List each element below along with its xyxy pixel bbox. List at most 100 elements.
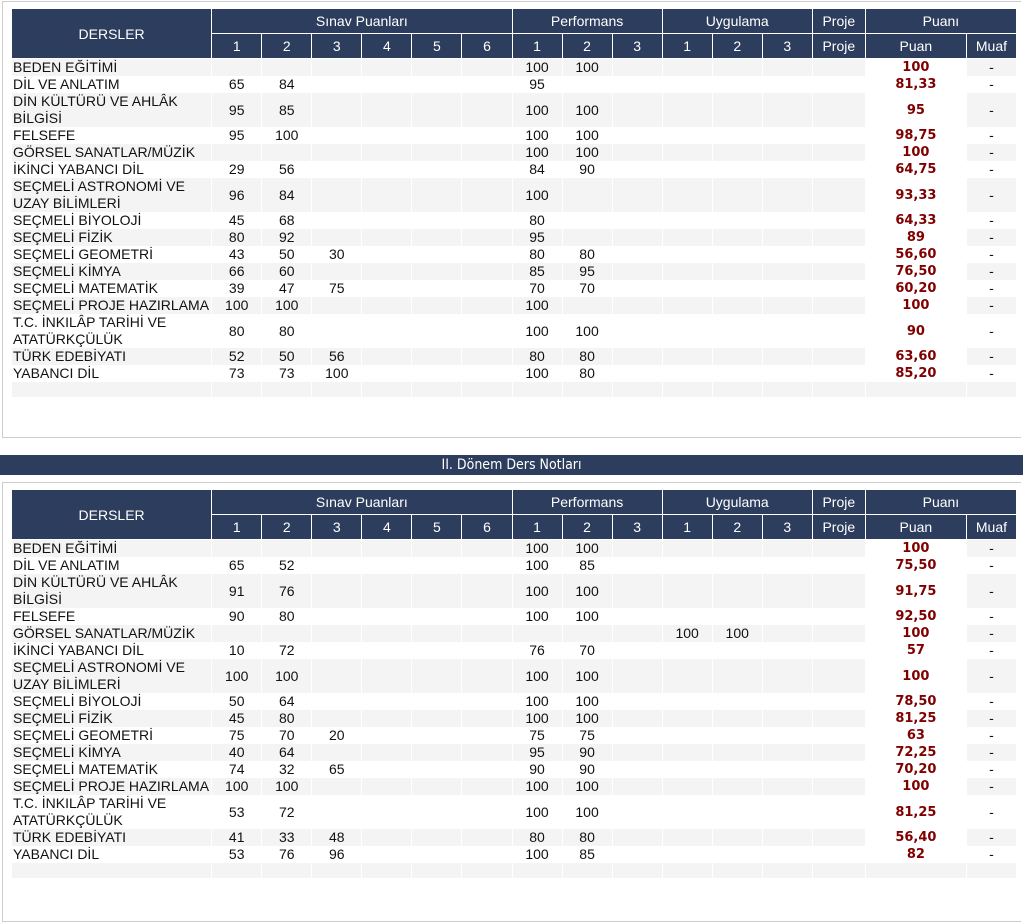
puan-cell: 89 <box>864 229 967 246</box>
score-cell: 70 <box>261 727 313 744</box>
score-cell: 84 <box>261 178 313 212</box>
score-cell: 80 <box>261 314 313 348</box>
score-cell: 84 <box>261 76 313 93</box>
score-cell <box>311 58 363 76</box>
muaf-cell: - <box>965 659 1018 693</box>
puan-cell: 78,50 <box>864 693 967 710</box>
score-cell: 75 <box>561 727 613 744</box>
score-cell: 100 <box>561 58 613 76</box>
score-cell <box>661 539 713 557</box>
empty-cell <box>511 863 563 878</box>
score-cell <box>611 659 663 693</box>
score-cell <box>811 127 866 144</box>
score-cell: 29 <box>211 161 263 178</box>
score-cell <box>611 314 663 348</box>
table-row: SEÇMELİ KİMYA 40 64 95 90 72,25- <box>10 744 1018 761</box>
score-cell <box>461 642 513 659</box>
score-cell <box>411 625 463 642</box>
score-cell <box>411 744 463 761</box>
course-name: FELSEFE <box>10 608 213 625</box>
puan-cell: 56,60 <box>864 246 967 263</box>
muaf-cell: - <box>965 608 1018 625</box>
score-cell: 100 <box>261 297 313 314</box>
score-cell <box>461 574 513 608</box>
score-cell <box>611 348 663 365</box>
score-cell <box>761 297 813 314</box>
puan-cell: 64,75 <box>864 161 967 178</box>
header-sinav_cols-5: 5 <box>411 514 463 540</box>
score-cell: 100 <box>211 659 263 693</box>
score-cell <box>661 795 713 829</box>
score-cell <box>611 263 663 280</box>
table-row: SEÇMELİ PROJE HAZIRLAMA 100 100 100 100- <box>10 297 1018 314</box>
empty-cell <box>611 863 663 878</box>
empty-cell <box>711 382 763 397</box>
score-cell <box>411 93 463 127</box>
header-uyg_cols-2: 2 <box>711 33 763 59</box>
puan-cell: 100 <box>864 297 967 314</box>
score-cell <box>661 229 713 246</box>
score-cell: 56 <box>261 161 313 178</box>
score-cell <box>311 314 363 348</box>
empty-cell <box>261 863 313 878</box>
score-cell: 33 <box>261 829 313 846</box>
score-cell <box>211 58 263 76</box>
score-cell <box>561 297 613 314</box>
score-cell <box>811 625 866 642</box>
score-cell <box>461 76 513 93</box>
score-cell <box>411 795 463 829</box>
score-cell <box>311 744 363 761</box>
score-cell <box>711 365 763 382</box>
score-cell <box>711 539 763 557</box>
score-cell: 74 <box>211 761 263 778</box>
score-cell <box>711 76 763 93</box>
score-cell <box>611 608 663 625</box>
score-cell: 85 <box>561 557 613 574</box>
header-sinav_cols-4: 4 <box>361 33 413 59</box>
score-cell: 40 <box>211 744 263 761</box>
score-cell <box>661 280 713 297</box>
course-name: SEÇMELİ ASTRONOMİ VE UZAY BİLİMLERİ <box>10 178 213 212</box>
course-name: TÜRK EDEBİYATI <box>10 829 213 846</box>
score-cell <box>761 642 813 659</box>
header-performans: Performans <box>511 8 663 34</box>
term2-panel: DERSLER Sınav Puanları Performans Uygulama P… <box>2 482 1021 922</box>
score-cell <box>711 246 763 263</box>
score-cell <box>361 659 413 693</box>
muaf-cell: - <box>965 229 1018 246</box>
score-cell: 95 <box>511 229 563 246</box>
score-cell <box>761 557 813 574</box>
score-cell <box>461 348 513 365</box>
header-sinav_cols-1: 1 <box>211 33 263 59</box>
score-cell: 50 <box>211 693 263 710</box>
muaf-cell: - <box>965 625 1018 642</box>
table-row: YABANCI DİL 73 73 100 100 80 85,20- <box>10 365 1018 382</box>
score-cell <box>661 93 713 127</box>
score-cell: 30 <box>311 246 363 263</box>
empty-cell <box>864 863 967 878</box>
score-cell: 100 <box>561 795 613 829</box>
score-cell <box>461 127 513 144</box>
score-cell <box>411 348 463 365</box>
muaf-cell: - <box>965 348 1018 365</box>
score-cell <box>311 693 363 710</box>
course-name: BEDEN EĞİTİMİ <box>10 58 213 76</box>
score-cell <box>661 365 713 382</box>
score-cell <box>411 761 463 778</box>
score-cell <box>461 144 513 161</box>
puan-cell: 56,40 <box>864 829 967 846</box>
score-cell: 96 <box>311 846 363 863</box>
score-cell: 39 <box>211 280 263 297</box>
score-cell <box>611 58 663 76</box>
empty-cell <box>311 382 363 397</box>
score-cell <box>711 642 763 659</box>
score-cell <box>361 846 413 863</box>
muaf-cell: - <box>965 574 1018 608</box>
score-cell <box>711 161 763 178</box>
score-cell <box>311 127 363 144</box>
score-cell <box>461 161 513 178</box>
score-cell <box>811 693 866 710</box>
score-cell: 100 <box>561 608 613 625</box>
score-cell: 80 <box>261 710 313 727</box>
score-cell <box>361 58 413 76</box>
